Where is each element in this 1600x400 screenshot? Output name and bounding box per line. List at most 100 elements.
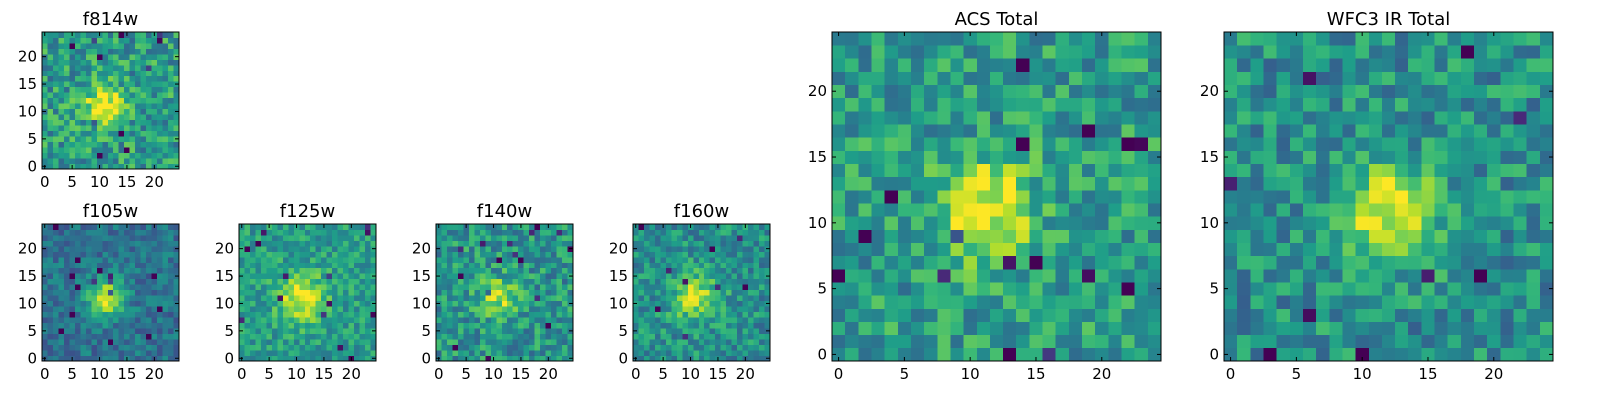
heatmap-cell (315, 284, 322, 291)
heatmap-cell (1134, 176, 1149, 191)
heatmap-cell (1447, 163, 1462, 178)
heatmap-cell (146, 81, 152, 88)
heatmap-cell (74, 163, 81, 170)
heatmap-cell (69, 114, 76, 121)
heatmap-cell (441, 295, 448, 302)
heatmap-cell (457, 245, 464, 252)
heatmap-cell (715, 333, 722, 340)
heatmap-cell (91, 240, 98, 247)
heatmap-cell (359, 289, 366, 296)
heatmap-cell (91, 333, 98, 340)
heatmap-cell (58, 333, 65, 340)
heatmap-cell (726, 229, 733, 236)
heatmap-cell (239, 267, 245, 274)
heatmap-cell (42, 289, 48, 296)
heatmap-cell (693, 339, 700, 345)
heatmap-cell (1434, 268, 1449, 283)
heatmap-cell (124, 284, 131, 291)
y-tick-label: 0 (1209, 345, 1219, 363)
heatmap-cell (1526, 163, 1541, 178)
x-tick-label: 15 (117, 365, 136, 383)
heatmap-cell (1513, 45, 1528, 59)
heatmap-cell (321, 245, 328, 252)
heatmap-cell (113, 322, 120, 329)
heatmap-cell (748, 317, 754, 324)
heatmap-cell (1434, 189, 1449, 204)
heatmap-cell (858, 268, 872, 283)
heatmap-cell (151, 251, 158, 258)
heatmap-cell (845, 229, 859, 243)
heatmap-cell (140, 350, 147, 356)
heatmap-cell (871, 242, 886, 257)
heatmap-cell (1029, 176, 1043, 191)
heatmap-cell (96, 311, 103, 318)
heatmap-cell (737, 245, 743, 252)
heatmap-cell (976, 124, 991, 138)
heatmap-cell (113, 262, 120, 269)
heatmap-cell (1121, 255, 1136, 270)
heatmap-cell (665, 224, 672, 230)
heatmap-cell (1460, 321, 1475, 336)
heatmap-cell (562, 339, 568, 345)
heatmap-cell (518, 273, 525, 280)
heatmap-cell (157, 114, 163, 121)
heatmap-cell (507, 322, 514, 329)
heatmap-cell (173, 317, 180, 324)
heatmap-cell (1500, 308, 1514, 322)
heatmap-cell (337, 355, 344, 362)
heatmap-cell (649, 240, 656, 247)
heatmap-cell (1016, 229, 1030, 243)
heatmap-cell (1289, 282, 1304, 296)
heatmap-cell (304, 284, 311, 291)
heatmap-cell (759, 344, 765, 351)
heatmap-cell (660, 295, 667, 302)
heatmap-cell (1526, 321, 1541, 336)
x-tick-label: 0 (834, 365, 844, 383)
heatmap-cell (556, 273, 563, 280)
heatmap-cell (304, 350, 311, 356)
heatmap-cell (140, 289, 147, 296)
heatmap-cell (452, 344, 459, 351)
heatmap-cell (151, 256, 158, 263)
heatmap-cell (676, 317, 683, 324)
heatmap-cell (512, 300, 519, 307)
heatmap-cell (249, 317, 256, 324)
heatmap-cell (146, 53, 152, 60)
heatmap-cell (157, 81, 163, 88)
heatmap-cell (168, 295, 174, 302)
heatmap-cell (315, 333, 322, 340)
heatmap-cell (633, 267, 639, 274)
heatmap-cell (1539, 255, 1554, 270)
heatmap-cell (1447, 334, 1462, 349)
heatmap-cell (1381, 97, 1396, 112)
heatmap-cell (1500, 189, 1514, 204)
heatmap-cell (737, 256, 743, 263)
heatmap-cell (937, 255, 951, 270)
heatmap-cell (507, 306, 514, 313)
heatmap-cell (1250, 242, 1264, 257)
y-tick-label: 15 (1200, 148, 1219, 166)
heatmap-cell (485, 240, 492, 247)
heatmap-cell (1500, 229, 1514, 243)
heatmap-cell (1329, 58, 1343, 72)
heatmap-cell (113, 224, 120, 230)
heatmap-cell (567, 240, 574, 247)
heatmap-cell (157, 75, 163, 82)
heatmap-cell (1421, 124, 1435, 138)
heatmap-cell (80, 344, 87, 351)
heatmap-cell (545, 322, 552, 329)
heatmap-cell (468, 350, 475, 356)
heatmap-cell (845, 71, 859, 86)
heatmap-cell (337, 278, 344, 285)
heatmap-cell (370, 256, 377, 263)
heatmap-cell (490, 300, 497, 307)
heatmap-cell (950, 229, 964, 243)
heatmap-cell (633, 350, 639, 356)
heatmap-cell (293, 273, 300, 280)
axes-frame (435, 223, 574, 362)
heatmap-cell (69, 311, 76, 318)
heatmap-cell (1539, 84, 1554, 99)
heatmap-cell (715, 267, 722, 274)
heatmap-cell (556, 240, 563, 247)
